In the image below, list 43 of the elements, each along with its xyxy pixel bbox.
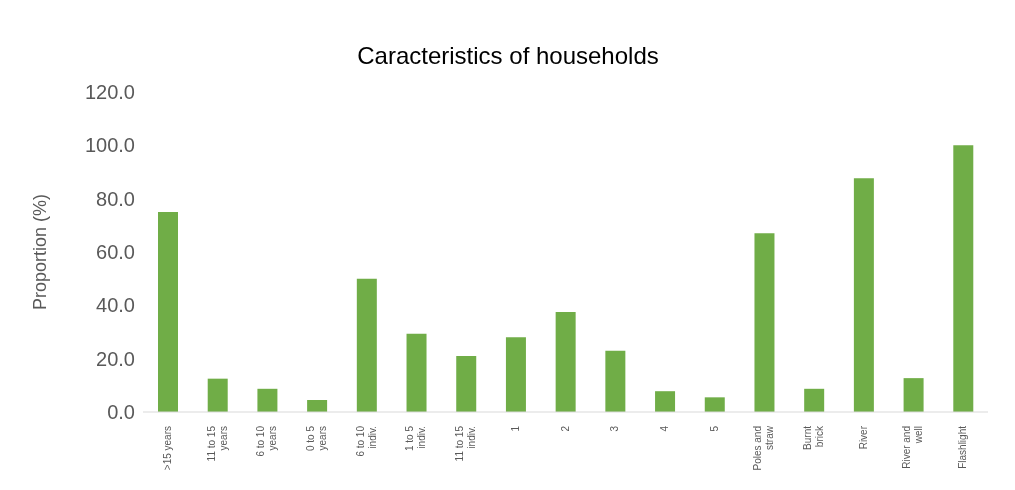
x-tick-label: River bbox=[857, 425, 869, 450]
y-tick-label: 40.0 bbox=[96, 294, 135, 317]
x-tick-label: Burnt brick bbox=[802, 425, 826, 450]
bar bbox=[257, 388, 278, 412]
bar bbox=[356, 278, 377, 412]
x-tick-label: 6 to 10 indiv. bbox=[354, 425, 378, 457]
x-tick-label: River and well bbox=[901, 426, 925, 469]
bar bbox=[406, 333, 427, 412]
x-tick-label: Poles and straw bbox=[752, 425, 776, 471]
bar bbox=[456, 356, 477, 412]
y-axis-title: Proportion (%) bbox=[30, 193, 51, 311]
bar bbox=[307, 400, 328, 412]
x-tick-label: >15 years bbox=[161, 426, 173, 471]
y-tick-label: 120.0 bbox=[84, 81, 135, 104]
x-tick-label: 1 to 5 indiv. bbox=[404, 425, 428, 452]
bar bbox=[555, 312, 576, 412]
bar bbox=[804, 388, 825, 412]
bar bbox=[704, 397, 725, 412]
bar bbox=[207, 378, 228, 412]
y-tick-label: 60.0 bbox=[96, 241, 135, 264]
bar bbox=[853, 178, 874, 412]
bar bbox=[754, 233, 775, 412]
bar bbox=[158, 212, 178, 412]
x-tick-label: 5 bbox=[708, 425, 720, 432]
bar bbox=[903, 378, 924, 412]
bar bbox=[655, 391, 676, 412]
x-tick-label: 2 bbox=[559, 425, 571, 432]
x-tick-label: 0 to 5 years bbox=[304, 425, 328, 452]
x-tick-label: Flashlight bbox=[957, 425, 969, 469]
bar bbox=[505, 337, 526, 412]
bar bbox=[605, 350, 626, 412]
x-tick-label: 3 bbox=[609, 425, 621, 432]
x-tick-label: 11 to 15 years bbox=[205, 425, 229, 462]
chart-title: Caracteristics of households bbox=[356, 41, 660, 71]
x-tick-label: 4 bbox=[658, 425, 670, 432]
bar bbox=[953, 145, 974, 412]
x-tick-label: 6 to 10 years bbox=[255, 425, 279, 457]
y-tick-label: 80.0 bbox=[96, 187, 135, 210]
y-tick-label: 100.0 bbox=[84, 134, 135, 157]
x-tick-label: 11 to 15 indiv. bbox=[454, 425, 478, 462]
y-tick-label: 0.0 bbox=[107, 401, 135, 424]
x-tick-label: 1 bbox=[509, 425, 521, 432]
y-tick-label: 20.0 bbox=[96, 347, 135, 370]
